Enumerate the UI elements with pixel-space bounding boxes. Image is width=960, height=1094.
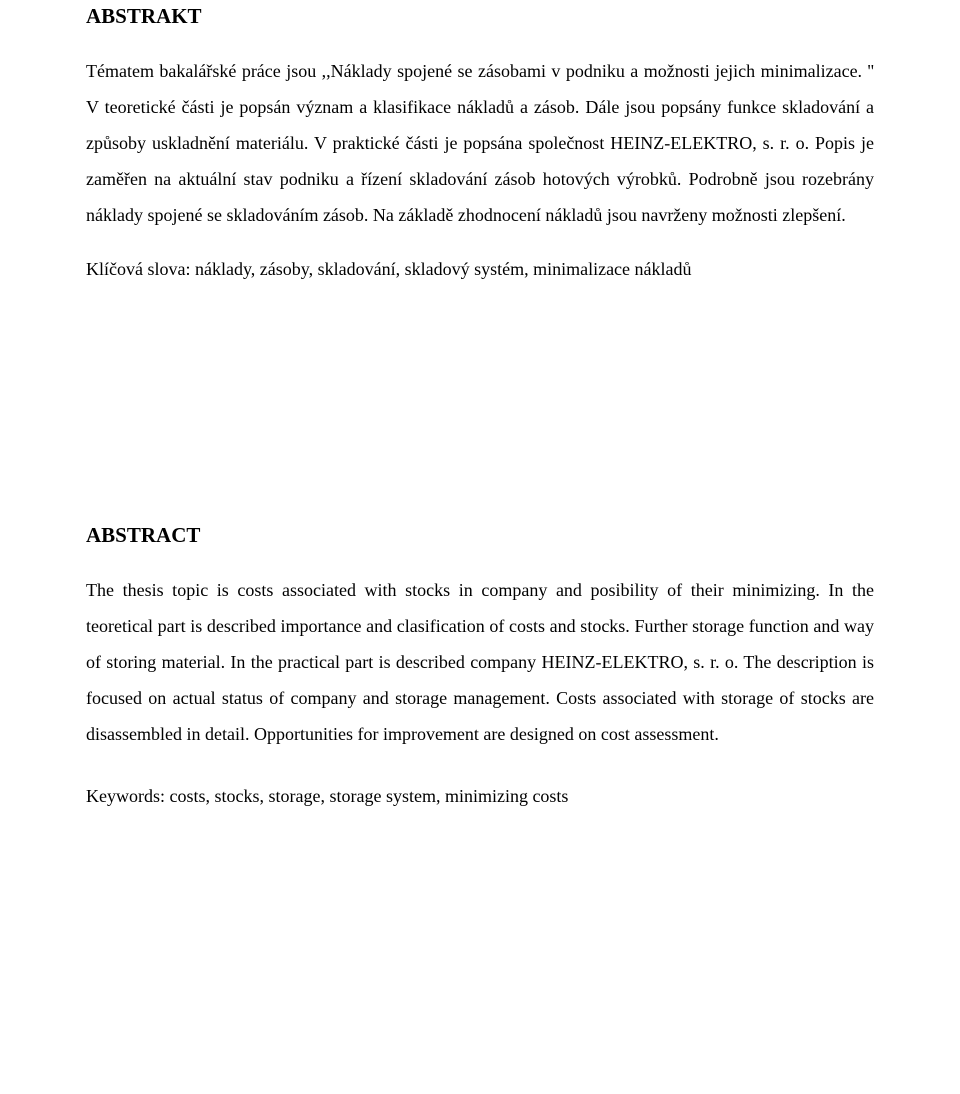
keywords-en: Keywords: costs, stocks, storage, storag…	[86, 778, 874, 814]
abstract-heading-en: ABSTRACT	[86, 523, 874, 548]
small-gap	[86, 770, 874, 778]
keywords-cz: Klíčová slova: náklady, zásoby, skladová…	[86, 251, 874, 287]
abstract-paragraph-en: The thesis topic is costs associated wit…	[86, 572, 874, 752]
document-page: ABSTRAKT Tématem bakalářské práce jsou ,…	[0, 0, 960, 1094]
abstrakt-heading-cz: ABSTRAKT	[86, 4, 874, 29]
abstrakt-paragraph-cz: Tématem bakalářské práce jsou ,,Náklady …	[86, 53, 874, 233]
section-gap	[86, 305, 874, 523]
